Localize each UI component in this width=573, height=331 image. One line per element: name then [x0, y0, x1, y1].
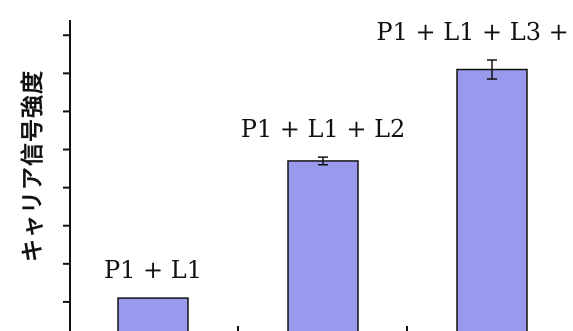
bar-category-label: P1 + L1	[104, 256, 202, 284]
bar	[117, 297, 189, 331]
bar-category-label: P1 + L1 + L2	[241, 115, 406, 143]
bar-category-label: P1 + L1 + L3 + L2	[376, 18, 573, 46]
bar	[287, 160, 359, 331]
bar	[456, 68, 528, 331]
